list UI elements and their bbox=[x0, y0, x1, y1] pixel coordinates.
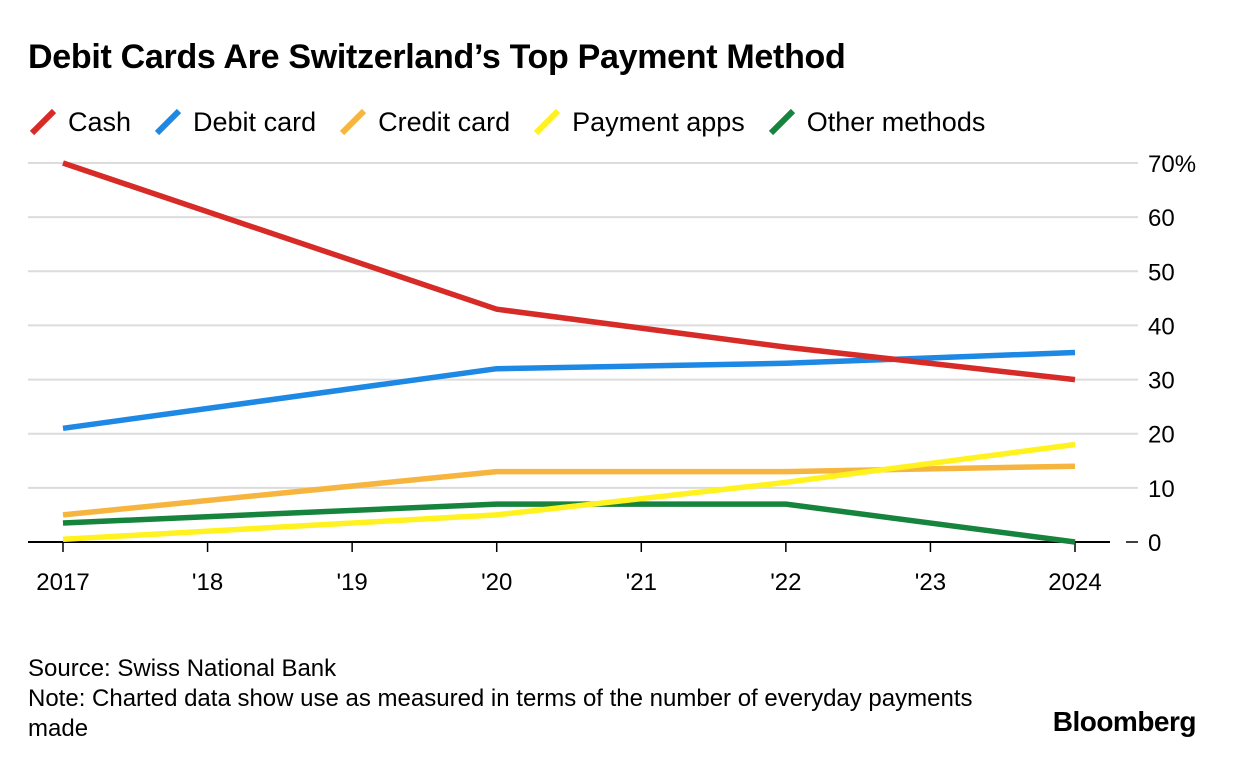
legend-label-credit-card: Credit card bbox=[378, 106, 511, 137]
x-tick-label: '18 bbox=[192, 569, 223, 596]
series-line-credit-card bbox=[62, 463, 1076, 518]
legend-item-debit-card: Debit card bbox=[153, 107, 316, 138]
source-note: Source: Swiss National Bank bbox=[28, 655, 337, 682]
x-tick-label: '22 bbox=[770, 569, 801, 596]
x-axis-ticks: 2017 '18 '19 '20 '21 '22 '23 2024 bbox=[36, 542, 1102, 596]
legend-swatch-debit-card bbox=[154, 108, 182, 136]
legend-swatch-cash bbox=[29, 108, 57, 136]
series-lines bbox=[62, 160, 1076, 545]
footnote: Note: Charted data show use as measured … bbox=[28, 685, 973, 742]
legend-label-cash: Cash bbox=[68, 106, 132, 137]
x-tick-label: '19 bbox=[337, 569, 368, 596]
y-tick-label: 20 bbox=[1148, 422, 1175, 449]
y-tick-label: 60 bbox=[1148, 205, 1175, 232]
y-tick-label: 10 bbox=[1148, 476, 1175, 503]
gridlines bbox=[28, 162, 1138, 543]
legend-item-other-methods: Other methods bbox=[767, 106, 986, 138]
chart-legend: Cash Debit card Credit card Payment apps… bbox=[28, 104, 1007, 140]
legend-item-cash: Cash bbox=[28, 107, 131, 138]
legend-label-payment-apps: Payment apps bbox=[572, 106, 745, 137]
legend-swatch-credit-card bbox=[339, 108, 367, 136]
series-line-debit-card bbox=[62, 349, 1076, 432]
x-tick-label: 2017 bbox=[36, 569, 89, 596]
x-tick-label: '23 bbox=[915, 569, 946, 596]
series-line-cash bbox=[62, 160, 1076, 383]
y-axis-ticks: 0 10 20 30 40 50 60 70% bbox=[1148, 151, 1196, 557]
legend-label-debit-card: Debit card bbox=[193, 106, 317, 137]
y-tick-label: 70% bbox=[1148, 151, 1196, 178]
y-tick-label: 40 bbox=[1148, 313, 1175, 340]
y-tick-label: 30 bbox=[1148, 368, 1175, 395]
x-tick-label: 2024 bbox=[1048, 569, 1101, 596]
chart-title: Debit Cards Are Switzerland’s Top Paymen… bbox=[28, 38, 846, 76]
series-line-other-methods bbox=[62, 501, 1076, 545]
legend-swatch-other-methods bbox=[768, 108, 795, 136]
x-tick-label: '21 bbox=[626, 569, 657, 596]
x-tick-label: '20 bbox=[481, 569, 512, 596]
legend-item-payment-apps: Payment apps bbox=[532, 107, 745, 138]
y-tick-label: 50 bbox=[1148, 259, 1175, 286]
series-line-payment-apps bbox=[62, 441, 1076, 543]
legend-item-credit-card: Credit card bbox=[338, 107, 510, 138]
y-tick-label: 0 bbox=[1148, 530, 1161, 557]
legend-swatch-payment-apps bbox=[534, 108, 561, 136]
legend-label-other-methods: Other methods bbox=[806, 106, 986, 137]
bloomberg-logo: Bloomberg bbox=[1052, 706, 1197, 737]
